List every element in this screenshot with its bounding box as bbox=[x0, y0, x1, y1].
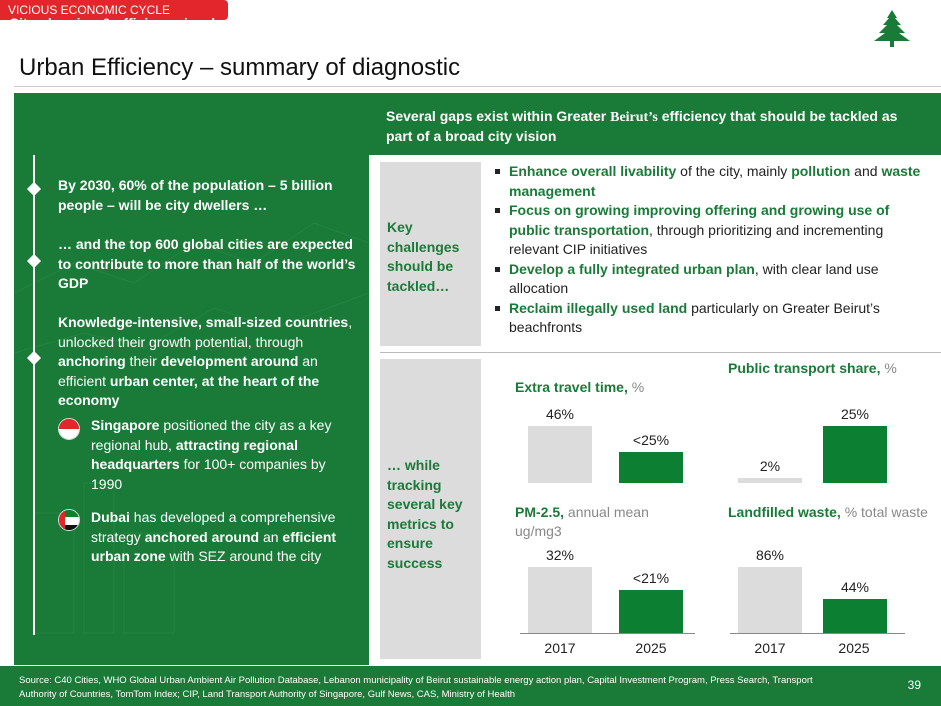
data-label: 46% bbox=[545, 406, 575, 422]
footer-bar bbox=[0, 666, 941, 706]
data-label: <21% bbox=[632, 570, 670, 586]
bar-2017 bbox=[738, 567, 802, 633]
section-tag: VICIOUS ECONOMIC CYCLE bbox=[0, 0, 228, 20]
x-axis bbox=[520, 633, 695, 634]
x-tick-label: 2017 bbox=[754, 640, 786, 656]
x-tick-label: 2025 bbox=[635, 640, 667, 656]
knowledge-countries-text: Knowledge-intensive, small-sized countri… bbox=[58, 314, 353, 408]
timeline-line bbox=[33, 155, 35, 635]
data-label: 44% bbox=[840, 579, 870, 595]
challenges-label: Key challenges should be tackled… bbox=[387, 219, 460, 294]
right-heading: Several gaps exist within Greater Beirut… bbox=[386, 108, 898, 144]
chart-title-landfill: Landfilled waste, % total waste bbox=[728, 504, 928, 520]
data-label: <25% bbox=[632, 432, 670, 448]
bar-2017 bbox=[528, 426, 592, 483]
bar-2017 bbox=[738, 478, 802, 483]
list-item: Reclaim illegally used land particularly… bbox=[492, 299, 932, 338]
singapore-flag-icon bbox=[58, 418, 80, 440]
dubai-text: Dubai has developed a comprehensive stra… bbox=[91, 509, 337, 564]
cedar-logo-icon bbox=[874, 10, 910, 47]
x-tick-label: 2025 bbox=[838, 640, 870, 656]
challenges-label-box bbox=[380, 162, 481, 346]
page-number: 39 bbox=[907, 678, 921, 692]
chart-title-travel: Extra travel time, % bbox=[515, 379, 645, 395]
data-label: 86% bbox=[755, 547, 785, 563]
metrics-label-box bbox=[380, 359, 481, 659]
right-heading-bar bbox=[369, 93, 941, 155]
page-title: Urban Efficiency – summary of diagnostic bbox=[19, 54, 461, 81]
urbanization-stat: By 2030, 60% of the population – 5 billi… bbox=[58, 177, 333, 213]
x-tick-label: 2017 bbox=[544, 640, 576, 656]
bar-2025 bbox=[619, 452, 683, 483]
bar-2025 bbox=[823, 599, 887, 633]
left-panel bbox=[14, 93, 369, 665]
chart-title-pm25: PM-2.5, annual mean ug/mg3 bbox=[515, 504, 649, 539]
bar-2025 bbox=[619, 590, 683, 633]
data-label: 25% bbox=[840, 406, 870, 422]
uae-flag-icon bbox=[58, 509, 80, 531]
list-item: Focus on growing improving offering and … bbox=[492, 201, 932, 260]
section-divider bbox=[380, 352, 941, 353]
data-label: 32% bbox=[545, 547, 575, 563]
title-divider bbox=[14, 86, 941, 87]
bar-2017 bbox=[528, 567, 592, 633]
metrics-label: … while tracking several key metrics to … bbox=[387, 457, 463, 571]
challenges-list: Enhance overall livability of the city, … bbox=[492, 162, 932, 338]
gdp-stat: … and the top 600 global cities are expe… bbox=[58, 236, 356, 291]
list-item: Develop a fully integrated urban plan, w… bbox=[492, 260, 932, 299]
chart-title-transport: Public transport share, % bbox=[728, 360, 897, 376]
bar-2025 bbox=[823, 426, 887, 483]
data-label: 2% bbox=[759, 458, 781, 474]
list-item: Enhance overall livability of the city, … bbox=[492, 162, 932, 201]
singapore-text: Singapore positioned the city as a key r… bbox=[91, 417, 332, 492]
left-heading: City planning & efficiency is a key enab… bbox=[9, 15, 311, 50]
x-axis bbox=[730, 633, 905, 634]
source-note: Source: C40 Cities, WHO Global Urban Amb… bbox=[19, 675, 813, 700]
